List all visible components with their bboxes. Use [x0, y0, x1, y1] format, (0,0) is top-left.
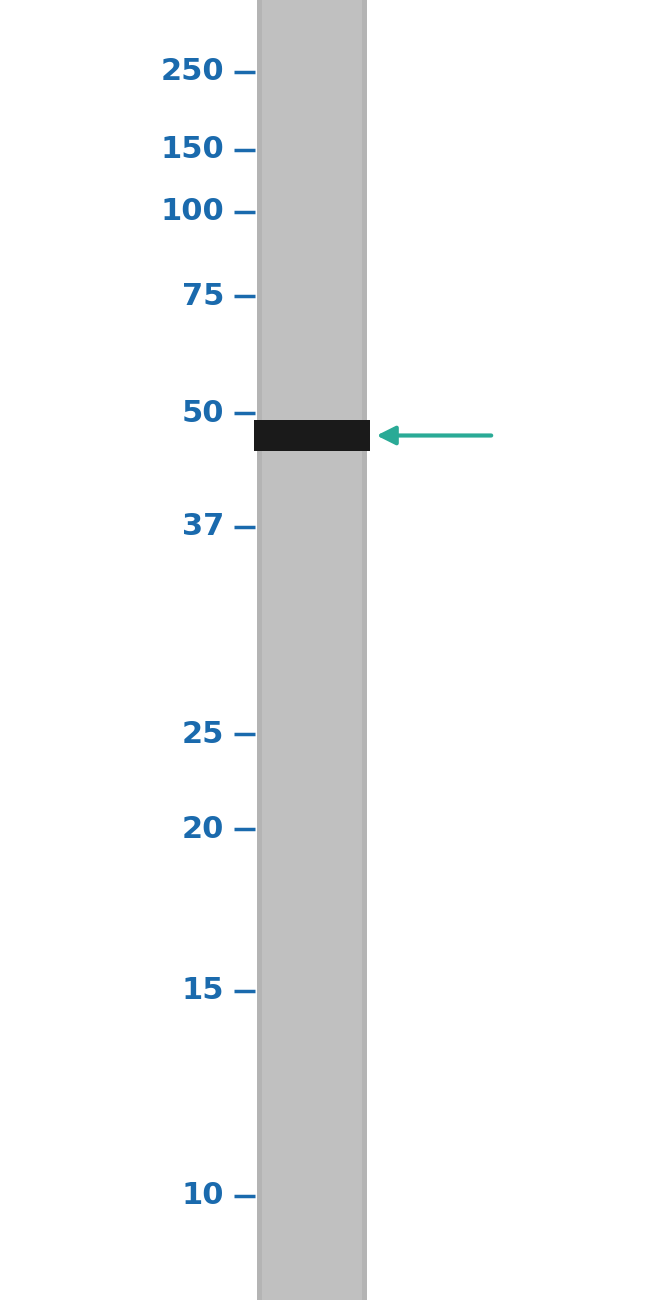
Text: 25: 25 [182, 720, 224, 749]
Text: 50: 50 [182, 399, 224, 428]
Bar [257, 0, 367, 1300]
Text: 250: 250 [161, 57, 224, 86]
Text: 150: 150 [161, 135, 224, 164]
Bar [362, 0, 367, 1300]
Text: 15: 15 [182, 976, 224, 1005]
Text: 20: 20 [182, 815, 224, 844]
Bar [257, 0, 262, 1300]
Text: 10: 10 [182, 1182, 224, 1210]
Bar [254, 420, 370, 451]
Text: 75: 75 [182, 282, 224, 311]
Text: 100: 100 [161, 198, 224, 226]
Text: 37: 37 [182, 512, 224, 541]
